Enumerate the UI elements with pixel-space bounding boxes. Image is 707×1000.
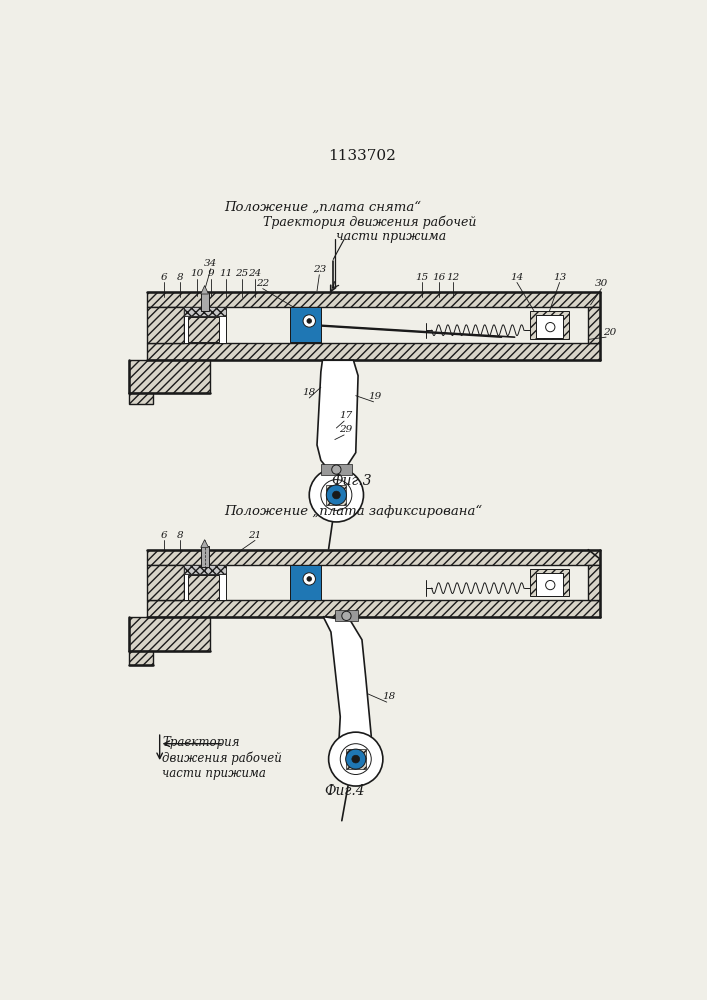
Circle shape bbox=[307, 319, 312, 323]
Bar bbox=[321, 464, 352, 475]
Text: 30: 30 bbox=[595, 279, 608, 288]
Bar bbox=[129, 651, 153, 665]
Text: 24: 24 bbox=[248, 269, 262, 278]
Circle shape bbox=[332, 465, 341, 474]
Circle shape bbox=[329, 732, 383, 786]
Circle shape bbox=[307, 577, 312, 581]
Text: 9: 9 bbox=[208, 269, 214, 278]
Bar bbox=[187, 575, 218, 600]
Text: 34: 34 bbox=[204, 259, 218, 268]
Polygon shape bbox=[201, 286, 209, 294]
Bar bbox=[290, 565, 321, 600]
Circle shape bbox=[346, 749, 366, 769]
Circle shape bbox=[321, 480, 352, 510]
Text: 18: 18 bbox=[382, 692, 396, 701]
Text: 15: 15 bbox=[415, 273, 428, 282]
Circle shape bbox=[327, 485, 346, 505]
Bar bbox=[184, 307, 226, 316]
Bar bbox=[201, 292, 209, 311]
Text: Положение „плата снята“: Положение „плата снята“ bbox=[224, 201, 421, 214]
Circle shape bbox=[303, 315, 315, 327]
Bar bbox=[290, 307, 321, 342]
Text: 16: 16 bbox=[432, 273, 445, 282]
Bar bbox=[184, 565, 226, 574]
Text: 25: 25 bbox=[235, 269, 248, 278]
Text: 14: 14 bbox=[510, 273, 524, 282]
Bar bbox=[290, 565, 321, 600]
Bar bbox=[184, 307, 226, 316]
Text: 23: 23 bbox=[312, 265, 326, 274]
Text: Положение „плата зафиксирована“: Положение „плата зафиксирована“ bbox=[224, 505, 482, 518]
Bar bbox=[201, 546, 209, 567]
Bar bbox=[530, 569, 569, 596]
Bar bbox=[537, 315, 563, 338]
Bar bbox=[588, 565, 600, 600]
Bar bbox=[129, 393, 153, 404]
Bar bbox=[146, 600, 600, 617]
Polygon shape bbox=[317, 360, 358, 472]
Polygon shape bbox=[323, 617, 371, 758]
Bar bbox=[335, 610, 358, 621]
Bar bbox=[187, 317, 218, 342]
Bar bbox=[129, 617, 210, 651]
Text: Траектория движения рабочей: Траектория движения рабочей bbox=[263, 215, 476, 229]
Bar bbox=[530, 311, 569, 339]
Text: части прижима: части прижима bbox=[337, 230, 447, 243]
Bar bbox=[537, 573, 563, 596]
Text: 17: 17 bbox=[339, 411, 352, 420]
Text: Фиг.4: Фиг.4 bbox=[324, 784, 364, 798]
Text: 19: 19 bbox=[368, 392, 382, 401]
Bar bbox=[146, 292, 600, 307]
Bar bbox=[184, 565, 226, 574]
Text: 8: 8 bbox=[177, 531, 183, 540]
Circle shape bbox=[546, 580, 555, 590]
Polygon shape bbox=[201, 540, 209, 547]
Text: Траектория: Траектория bbox=[162, 736, 240, 749]
Text: 8: 8 bbox=[177, 273, 183, 282]
Bar bbox=[588, 307, 600, 343]
Bar bbox=[146, 550, 600, 565]
Text: движения рабочей: движения рабочей bbox=[162, 751, 282, 765]
Text: 6: 6 bbox=[161, 531, 168, 540]
Text: 11: 11 bbox=[220, 269, 233, 278]
Bar bbox=[146, 565, 184, 600]
Bar bbox=[346, 749, 366, 769]
Text: 21: 21 bbox=[248, 531, 262, 540]
Bar bbox=[184, 316, 226, 343]
Text: 13: 13 bbox=[553, 273, 566, 282]
Bar bbox=[327, 485, 346, 505]
Text: 1133702: 1133702 bbox=[328, 149, 396, 163]
Text: 20: 20 bbox=[602, 328, 616, 337]
Circle shape bbox=[332, 491, 340, 499]
Bar bbox=[146, 307, 184, 343]
Text: 10: 10 bbox=[190, 269, 204, 278]
Bar bbox=[146, 343, 600, 360]
Text: Фиг.3: Фиг.3 bbox=[332, 474, 372, 488]
Text: 22: 22 bbox=[256, 279, 269, 288]
Bar bbox=[290, 307, 321, 342]
Circle shape bbox=[352, 755, 360, 763]
Bar bbox=[184, 574, 226, 600]
Circle shape bbox=[303, 573, 315, 585]
Circle shape bbox=[341, 611, 351, 620]
Bar bbox=[129, 360, 210, 393]
Circle shape bbox=[309, 468, 363, 522]
Text: части прижима: части прижима bbox=[162, 767, 266, 780]
Text: 29: 29 bbox=[339, 425, 352, 434]
Text: 6: 6 bbox=[161, 273, 168, 282]
Circle shape bbox=[546, 323, 555, 332]
Text: 18: 18 bbox=[303, 388, 316, 397]
Text: 12: 12 bbox=[446, 273, 460, 282]
Circle shape bbox=[340, 744, 371, 774]
